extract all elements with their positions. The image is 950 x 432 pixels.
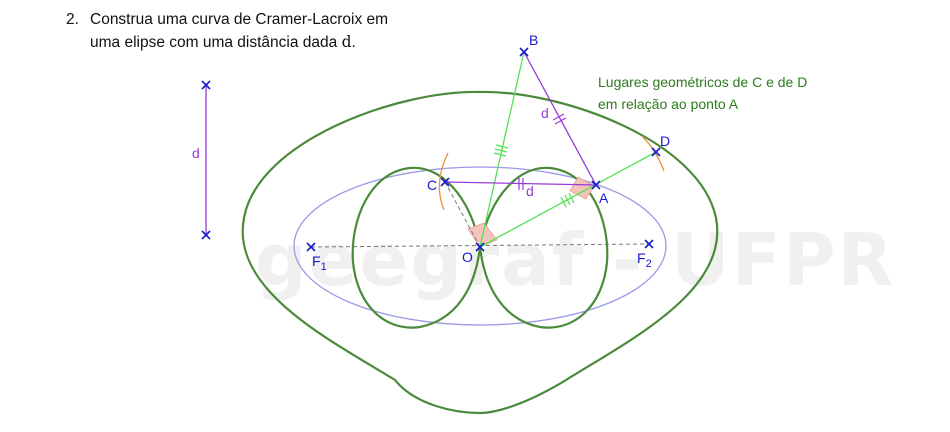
label-d-AB: d xyxy=(541,105,549,121)
label-d-CA: d xyxy=(526,183,534,199)
point-A-marker xyxy=(591,180,601,190)
label-F2: F2 xyxy=(637,250,652,270)
label-C: C xyxy=(427,177,437,193)
label-B: B xyxy=(529,32,538,48)
point-markers xyxy=(201,47,661,252)
label-F1-sub: 1 xyxy=(321,261,327,273)
tick-marks-OB xyxy=(493,144,509,157)
locus-note-line-2: em relação ao ponto A xyxy=(598,96,739,112)
problem-text: Construa uma curva de Cramer-Lacroix em … xyxy=(90,9,470,54)
line-O-C-dashed xyxy=(444,181,481,248)
problem-line-2-suffix: . xyxy=(351,34,356,51)
base-ellipse xyxy=(293,166,667,326)
point-B-marker xyxy=(519,47,529,57)
outer-locus-curve xyxy=(241,90,719,415)
line-O-D xyxy=(479,151,657,248)
label-A: A xyxy=(599,190,609,206)
line-O-B xyxy=(479,51,525,248)
problem-line-2-prefix: uma elipse com uma distância dada xyxy=(90,34,342,51)
problem-number: 2. xyxy=(66,11,79,28)
problem-line-1: Construa uma curva de Cramer-Lacroix em xyxy=(90,11,389,28)
segment-B-A xyxy=(523,51,597,186)
compass-arc-D xyxy=(641,135,665,172)
label-d-segment: d xyxy=(192,145,200,161)
label-F1: F1 xyxy=(312,253,327,273)
compass-arc-C xyxy=(438,152,449,211)
point-F2-marker xyxy=(644,239,654,249)
segment-d-bottom-marker xyxy=(201,230,211,240)
point-F1-marker xyxy=(306,242,316,252)
inner-locus-right-loop xyxy=(478,166,609,329)
tick-marks-OA xyxy=(560,192,575,208)
inner-locus-left-loop xyxy=(351,166,482,329)
locus-note: Lugares geométricos de C e de D em relaç… xyxy=(598,71,807,115)
tick-marks-BA xyxy=(552,113,567,125)
label-O: O xyxy=(462,249,473,265)
label-F2-main: F xyxy=(637,250,646,266)
segment-d-top-marker xyxy=(201,80,211,90)
right-angle-mark-A xyxy=(569,176,595,200)
problem-distance-variable: d xyxy=(341,33,352,51)
label-F1-main: F xyxy=(312,253,321,269)
segment-C-A xyxy=(444,181,597,186)
watermark: geegraf - UFPR xyxy=(255,218,896,302)
locus-note-line-1: Lugares geométricos de C e de D xyxy=(598,74,808,90)
label-D: D xyxy=(660,133,670,149)
label-F2-sub: 2 xyxy=(646,258,652,270)
point-C-marker xyxy=(440,177,450,187)
tick-marks-CA xyxy=(518,178,524,190)
point-O-marker xyxy=(475,242,485,252)
problem-line-2: uma elipse com uma distância dada d. xyxy=(90,31,470,54)
point-D-marker xyxy=(651,147,661,157)
